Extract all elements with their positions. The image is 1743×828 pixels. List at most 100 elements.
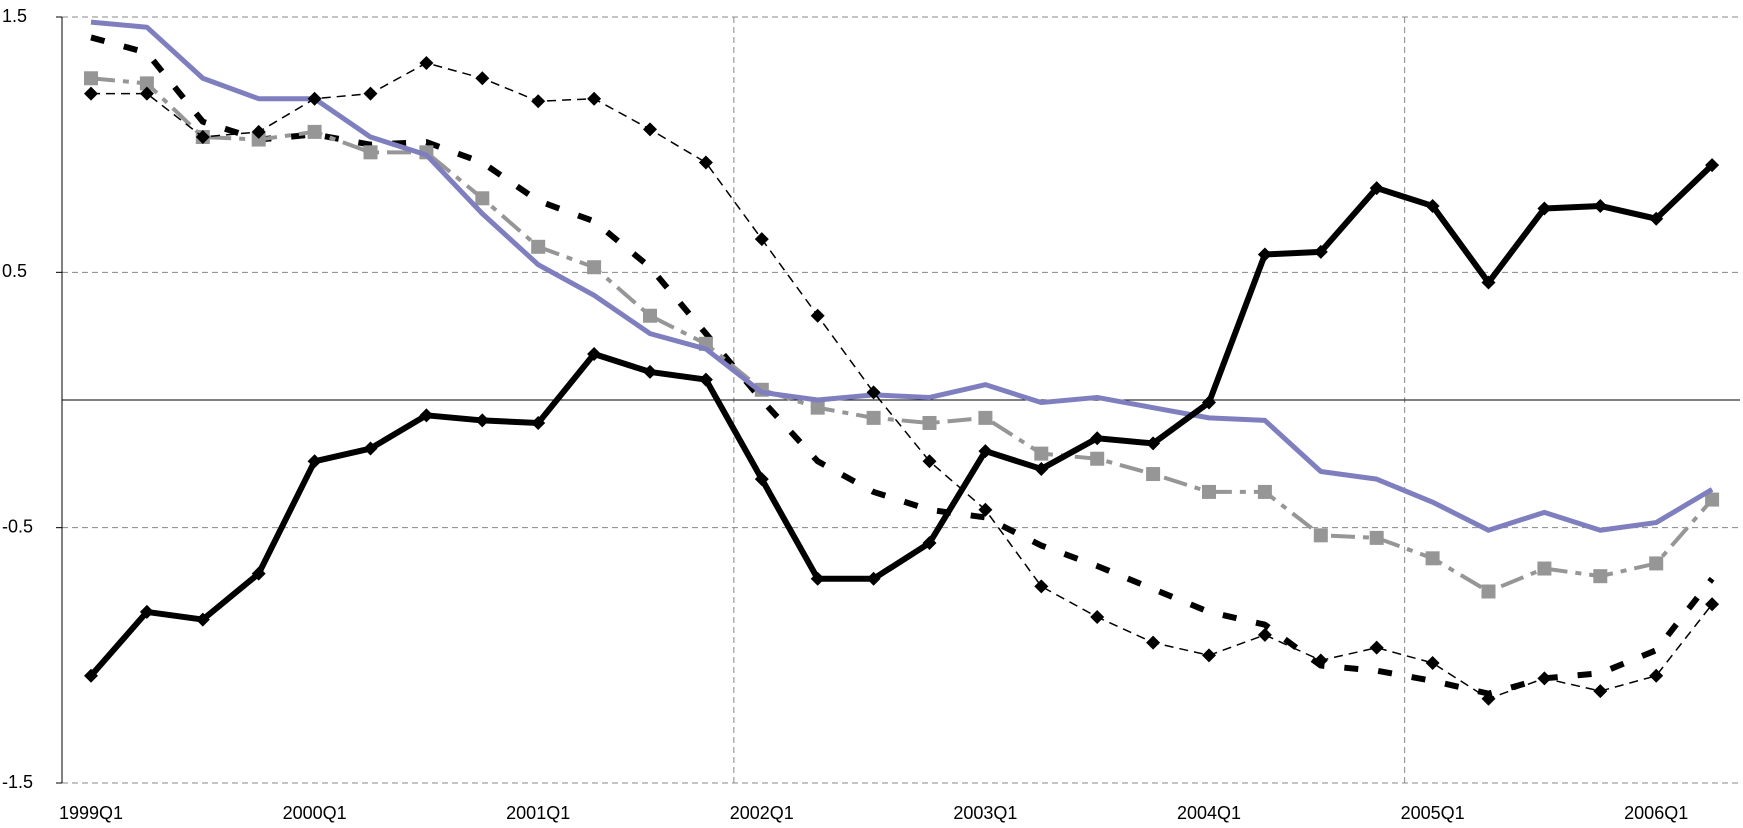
- diamond-marker: [978, 444, 993, 459]
- diamond-marker: [1593, 684, 1608, 699]
- square-marker: [643, 308, 657, 323]
- diamond-marker: [1090, 431, 1105, 446]
- diamond-marker: [866, 571, 881, 586]
- series-line: [90, 76, 1714, 594]
- diamond-marker: [587, 347, 602, 362]
- diamond-marker: [531, 94, 546, 109]
- diamond-marker: [475, 71, 490, 86]
- square-marker: [922, 415, 937, 430]
- diamond-marker: [587, 91, 602, 106]
- square-marker: [1313, 528, 1328, 543]
- diamond-marker: [1313, 244, 1328, 259]
- diamond-marker: [1369, 640, 1384, 655]
- diamond-marker: [1257, 627, 1272, 642]
- diamond-marker: [195, 612, 210, 627]
- diamond-marker: [1202, 648, 1216, 663]
- diamond-marker: [475, 413, 490, 428]
- diamond-marker: [1537, 671, 1552, 686]
- diamond-marker: [1034, 461, 1049, 476]
- x-tick-label: 1999Q1: [59, 803, 123, 823]
- diamond-marker: [1146, 635, 1161, 650]
- square-marker: [1705, 492, 1720, 507]
- square-marker: [1481, 584, 1496, 599]
- diamond-marker: [1090, 610, 1105, 625]
- diamond-marker: [531, 415, 546, 430]
- series-line: [90, 34, 1715, 697]
- square-marker: [1257, 484, 1272, 499]
- diamond-marker: [754, 472, 769, 487]
- diamond-marker: [1257, 247, 1272, 262]
- series-line: [90, 19, 1714, 533]
- diamond-marker: [922, 454, 937, 469]
- square-marker: [475, 191, 490, 206]
- square-marker: [1146, 467, 1161, 482]
- diamond-marker: [1481, 691, 1496, 706]
- x-tick-label: 2001Q1: [506, 803, 570, 823]
- diamond-marker: [139, 604, 154, 619]
- diamond-marker: [978, 502, 993, 517]
- square-marker: [307, 124, 322, 139]
- x-tick-label: 2005Q1: [1401, 803, 1465, 823]
- diamond-marker: [419, 408, 434, 423]
- diamond-marker: [251, 124, 266, 139]
- square-marker: [1034, 446, 1049, 461]
- square-marker: [1425, 551, 1440, 566]
- diamond-marker: [922, 535, 937, 550]
- square-marker: [1202, 484, 1216, 499]
- diamond-marker: [698, 155, 713, 170]
- diamond-marker: [195, 130, 210, 145]
- diamond-marker: [139, 86, 154, 101]
- diamond-marker: [1649, 211, 1664, 226]
- square-marker: [587, 260, 602, 275]
- diamond-marker: [84, 86, 98, 101]
- diamond-marker: [1034, 579, 1049, 594]
- series-line: [88, 162, 1715, 678]
- diamond-marker: [307, 454, 322, 469]
- series-line: [91, 62, 1713, 700]
- square-marker: [1593, 569, 1608, 584]
- square-marker: [810, 400, 825, 415]
- diamond-marker: [643, 364, 657, 379]
- diamond-marker: [1705, 597, 1720, 612]
- square-marker: [1090, 451, 1105, 466]
- diamond-marker: [810, 308, 825, 323]
- diamond-marker: [1146, 436, 1161, 451]
- y-tick-label: -0.5: [2, 516, 33, 536]
- y-tick-label: 0.5: [2, 261, 27, 281]
- diamond-marker: [698, 372, 713, 387]
- diamond-marker: [363, 86, 378, 101]
- diamond-marker: [1537, 201, 1552, 216]
- square-marker: [1649, 556, 1664, 571]
- diamond-marker: [251, 566, 266, 581]
- diamond-marker: [1425, 198, 1440, 213]
- square-marker: [1537, 561, 1552, 576]
- y-tick-label: -1.5: [2, 772, 33, 792]
- diamond-marker: [1481, 275, 1496, 290]
- x-tick-label: 2000Q1: [283, 803, 347, 823]
- diamond-marker: [754, 232, 769, 247]
- diamond-marker: [1202, 395, 1216, 410]
- diamond-marker: [84, 668, 98, 683]
- diamond-marker: [866, 385, 881, 400]
- square-marker: [139, 76, 154, 91]
- diamond-marker: [363, 441, 378, 456]
- diamond-marker: [643, 122, 657, 137]
- square-marker: [251, 132, 266, 147]
- x-tick-label: 2002Q1: [730, 803, 794, 823]
- diamond-marker: [1593, 198, 1608, 213]
- diamond-marker: [1705, 158, 1720, 173]
- y-tick-label: 1.5: [2, 6, 27, 26]
- diamond-marker: [1425, 655, 1440, 670]
- diamond-marker: [419, 55, 434, 70]
- square-marker: [84, 71, 98, 86]
- diamond-marker: [1649, 668, 1664, 683]
- diamond-marker: [810, 571, 825, 586]
- square-marker: [363, 145, 378, 160]
- diamond-marker: [1313, 653, 1328, 668]
- diamond-marker: [307, 91, 322, 106]
- x-tick-label: 2004Q1: [1177, 803, 1241, 823]
- square-marker: [1369, 530, 1384, 545]
- square-marker: [531, 239, 546, 254]
- x-tick-label: 2006Q1: [1624, 803, 1688, 823]
